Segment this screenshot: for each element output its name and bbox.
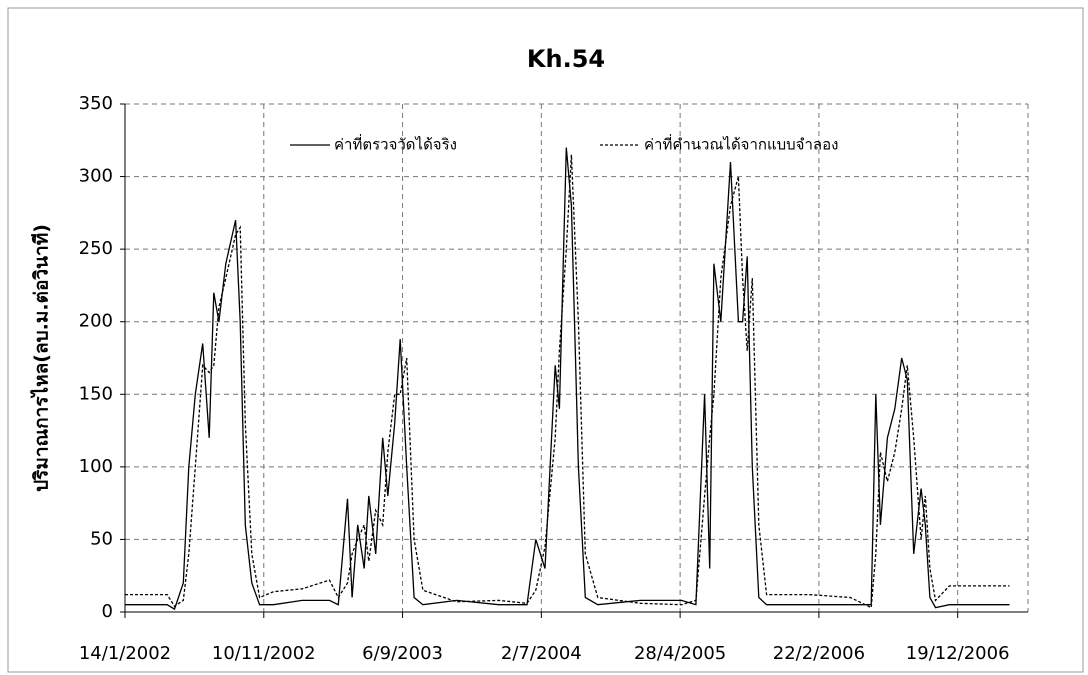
chart-title: Kh.54 [527,45,605,73]
x-tick-label: 28/4/2005 [634,643,726,664]
x-tick-label: 10/11/2002 [212,643,316,664]
x-tick-label: 19/12/2006 [906,643,1010,664]
y-tick-label: 150 [79,383,113,404]
legend-label: ค่าที่คำนวณได้จากแบบจำลอง [644,134,838,154]
y-tick-label: 350 [79,93,113,114]
x-tick-label: 6/9/2003 [362,643,443,664]
series-line [125,147,1010,611]
y-tick-label: 300 [79,166,113,187]
x-tick-label: 2/7/2004 [501,643,582,664]
y-axis-label: ปริมาณการไหล(ลบ.ม.ต่อวินาที) [30,224,53,492]
x-tick-label: 14/1/2002 [79,643,171,664]
y-tick-label: 50 [90,528,113,549]
chart-frame [7,7,1084,673]
legend-label: ค่าที่ตรวจวัดได้จริง [334,134,457,154]
series-line [125,154,1010,609]
y-tick-label: 200 [79,311,113,332]
y-tick-label: 250 [79,238,113,259]
y-tick-label: 0 [102,601,113,622]
y-tick-label: 100 [79,456,113,477]
x-tick-label: 22/2/2006 [773,643,865,664]
